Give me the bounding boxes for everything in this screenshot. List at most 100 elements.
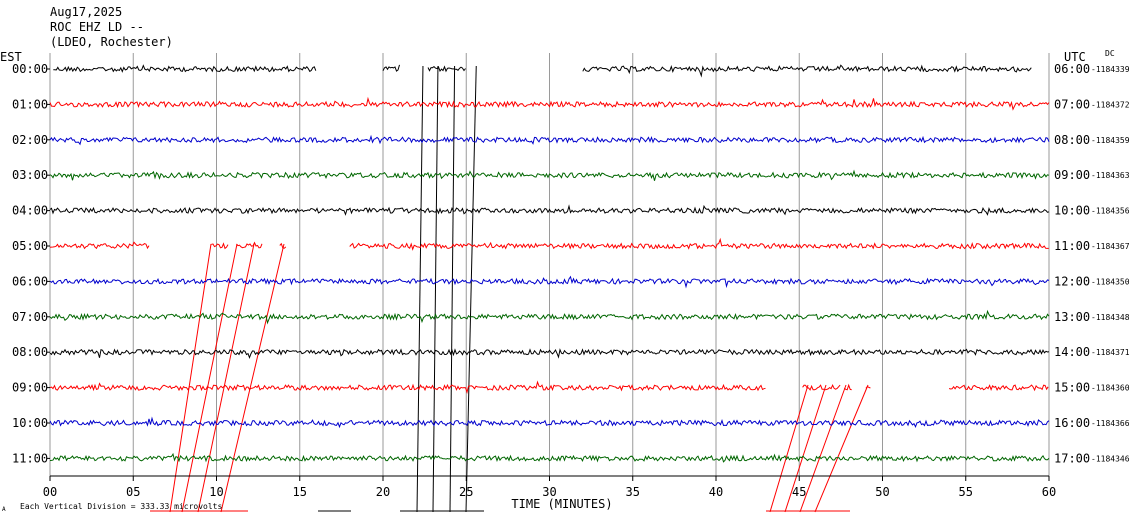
utc-time-label: 15:00 [1054, 381, 1090, 395]
trace-segment [49, 275, 1050, 289]
footer-mark: A [2, 506, 6, 513]
dc-value-label: -1184363 [1091, 171, 1130, 180]
event-line-black-1 [432, 65, 439, 513]
est-time-label: 06:00 [12, 274, 48, 288]
dc-value-label: -1184360 [1091, 384, 1130, 393]
event-line-red-b-0 [769, 384, 809, 513]
trace-segment [843, 383, 852, 391]
est-time-label: 10:00 [12, 416, 48, 430]
event-line-red-b-3 [814, 384, 869, 513]
est-time-label: 02:00 [12, 133, 48, 147]
utc-time-label: 08:00 [1054, 133, 1090, 147]
utc-time-label: 11:00 [1054, 239, 1090, 253]
est-time-label: 08:00 [12, 345, 48, 359]
x-tick-label: 50 [875, 485, 889, 499]
trace-segment [49, 309, 1050, 325]
est-time-label: 05:00 [12, 239, 48, 253]
trace-segment [211, 242, 229, 250]
x-tick-label: 10 [209, 485, 223, 499]
trace-segment [948, 384, 1049, 392]
utc-time-label: 17:00 [1054, 451, 1090, 465]
dc-value-label: -1184371 [1091, 348, 1130, 357]
utc-time-label: 09:00 [1054, 168, 1090, 182]
x-tick-label: 00 [43, 485, 57, 499]
est-axis-label: EST [0, 50, 22, 64]
dc-value-label: -1184350 [1091, 277, 1130, 286]
est-time-label: 04:00 [12, 204, 48, 218]
trace-segment [582, 64, 1032, 78]
est-time-label: 09:00 [12, 381, 48, 395]
trace-segment [349, 237, 1049, 251]
x-tick-label: 40 [709, 485, 723, 499]
dc-value-label: -1184339 [1091, 65, 1130, 74]
utc-time-label: 07:00 [1054, 97, 1090, 111]
dc-value-label: -1184346 [1091, 454, 1130, 463]
trace-segment [49, 452, 1050, 463]
dc-value-label: -1184356 [1091, 207, 1130, 216]
trace-segment [49, 96, 1050, 111]
utc-time-label: 16:00 [1054, 416, 1090, 430]
trace-segment [49, 348, 1050, 360]
trace-segment [236, 241, 263, 249]
plot-header: Aug17,2025 ROC EHZ LD -- (LDEO, Rocheste… [50, 5, 173, 49]
trace-segment [53, 64, 317, 73]
trace-segment [279, 242, 287, 249]
dc-value-label: -1184359 [1091, 136, 1130, 145]
event-line-black-3 [465, 65, 477, 513]
est-time-label: 01:00 [12, 97, 48, 111]
scale-note: Each Vertical Division = 333.33 microvol… [20, 502, 222, 511]
event-line-black-2 [449, 65, 456, 513]
x-tick-label: 25 [459, 485, 473, 499]
utc-axis-label: UTC [1064, 50, 1086, 64]
dc-value-label: -1184366 [1091, 419, 1130, 428]
dc-label: DC [1105, 49, 1115, 58]
x-axis-title: TIME (MINUTES) [511, 497, 612, 511]
trace-segment [49, 416, 1050, 429]
event-line-red-a-3 [220, 243, 285, 513]
x-axis: 00 05 10 15 20 25 30 35 40 45 50 55 60 [43, 475, 1056, 499]
utc-time-label: 12:00 [1054, 274, 1090, 288]
x-tick-label: 60 [1042, 485, 1056, 499]
dc-value-label: -1184367 [1091, 242, 1130, 251]
event-line-red-a-0 [169, 243, 212, 513]
event-line-red-b-2 [799, 384, 847, 513]
x-tick-label: 35 [626, 485, 640, 499]
event-line-red-b-1 [784, 384, 827, 513]
x-tick-label: 45 [792, 485, 806, 499]
trace-segment [49, 204, 1050, 216]
x-tick-label: 05 [126, 485, 140, 499]
utc-time-label: 13:00 [1054, 310, 1090, 324]
trace-segment [49, 380, 766, 394]
utc-time-label: 10:00 [1054, 204, 1090, 218]
utc-time-label: 14:00 [1054, 345, 1090, 359]
utc-time-label: 06:00 [1054, 62, 1090, 76]
est-time-label: 00:00 [12, 62, 48, 76]
event-line-black-0 [416, 65, 424, 513]
trace-segment [49, 134, 1050, 146]
dc-value-label: -1184348 [1091, 313, 1130, 322]
trace-segment [49, 169, 1050, 181]
x-tick-label: 30 [542, 485, 556, 499]
event-trace-overlay [150, 65, 869, 513]
event-line-red-a-1 [181, 243, 238, 513]
station-label: ROC EHZ LD -- [50, 20, 144, 34]
trace-segment [802, 384, 841, 391]
x-tick-label: 15 [293, 485, 307, 499]
est-time-label: 07:00 [12, 310, 48, 324]
trace-segment [49, 241, 150, 250]
time-grid [49, 53, 1050, 476]
est-time-label: 03:00 [12, 168, 48, 182]
trace-segment [382, 64, 400, 72]
trace-segment [427, 65, 466, 73]
x-tick-label: 55 [959, 485, 973, 499]
network-label: (LDEO, Rochester) [50, 35, 173, 49]
trace-segment [865, 385, 871, 389]
trace-rows [49, 64, 1050, 463]
x-tick-label: 20 [376, 485, 390, 499]
est-time-label: 11:00 [12, 451, 48, 465]
dc-value-label: -1184372 [1091, 100, 1130, 109]
event-line-red-a-2 [197, 243, 255, 513]
date-label: Aug17,2025 [50, 5, 122, 19]
